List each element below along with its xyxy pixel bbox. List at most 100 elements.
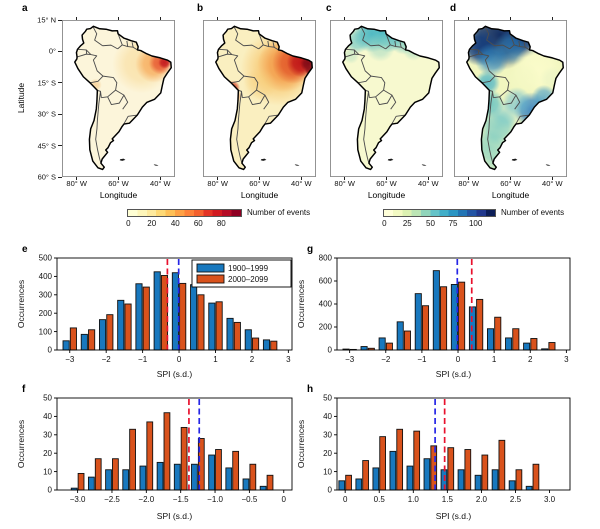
bar-1900-1999	[98, 319, 107, 351]
bar-1900-1999	[135, 283, 143, 351]
xlabel: SPI (s.d.)	[157, 511, 193, 521]
chart-element: 300	[39, 291, 53, 300]
bar-2000-2099	[481, 454, 489, 491]
chart-element: −1.5	[173, 495, 189, 504]
bar-2000-2099	[180, 426, 188, 491]
bar-2000-2099	[413, 430, 421, 491]
chart-element: 30	[323, 431, 332, 440]
map-axis-tick	[427, 177, 429, 180]
colorbar-blue: Number of events 0 25 50 75 100	[382, 208, 564, 228]
lon-tick-label: 40° W	[291, 179, 312, 188]
bar-2000-2099	[548, 342, 556, 351]
bar-2000-2099	[142, 286, 150, 351]
bar-1900-1999	[474, 474, 482, 491]
bar-1900-1999	[360, 346, 368, 351]
bar-1900-1999	[191, 463, 198, 491]
panel-letter-d: d	[450, 3, 457, 14]
chart-element: 0	[48, 346, 53, 355]
lat-tick-labels: 15° N 0° 15° S 30° S 45° S 60° S	[28, 16, 58, 182]
lon-tick-label: 60° W	[500, 179, 521, 188]
bar-1900-1999	[355, 478, 363, 491]
bar-2000-2099	[252, 337, 260, 351]
map-axis-tick	[510, 17, 511, 20]
bar-1900-1999	[396, 321, 404, 351]
chart-element: 200	[39, 309, 53, 318]
lon-tick-label: 60° W	[249, 179, 270, 188]
chart-element: −3	[65, 355, 75, 364]
maps-xlabel-c: Longitude	[367, 190, 406, 200]
bar-1900-1999	[262, 339, 271, 351]
map-axis-tick	[58, 113, 62, 115]
map-axis-tick	[58, 176, 62, 178]
chart-element: 0	[343, 495, 348, 504]
bar-1900-1999	[414, 293, 422, 351]
histogram-panel-h: 0 10 20 30 40 50 0 0.5 1.0 1.5 2.0 2.5 3.0 SPI (s.d.)…	[290, 390, 580, 522]
bar-1900-1999	[122, 469, 130, 491]
bar-2000-2099	[88, 329, 96, 351]
map-axis-tick	[259, 177, 260, 180]
bar-2000-2099	[458, 281, 466, 351]
chart-element: 20	[43, 449, 52, 458]
map-axis-tick	[468, 177, 470, 180]
ylabel: Occurrences	[16, 280, 26, 328]
bar-2000-2099	[532, 463, 540, 491]
lat-tick-label: 60° S	[37, 172, 56, 182]
lat-tick-label: 0°	[48, 46, 56, 56]
chart-element: 20	[323, 449, 332, 458]
legend-swatch	[196, 274, 225, 284]
bar-1900-1999	[244, 329, 252, 351]
bar-2000-2099	[494, 316, 502, 351]
maps-xlabel-a: Longitude	[99, 190, 138, 200]
lon-tick-label: 80° W	[334, 179, 355, 188]
bar-2000-2099	[197, 438, 205, 491]
bar-1900-1999	[338, 480, 346, 491]
chart-element: 200	[319, 323, 333, 332]
bar-1900-1999	[423, 458, 431, 491]
bar-1900-1999	[208, 454, 215, 491]
maps-ylabel: Latitude	[16, 82, 26, 114]
chart-element	[336, 397, 571, 491]
bar-1900-1999	[523, 342, 531, 351]
chart-element: 0	[177, 355, 182, 364]
map-axis-tick	[300, 177, 302, 180]
bar-2000-2099	[345, 474, 352, 491]
bar-1900-1999	[487, 328, 495, 351]
map-axis-tick	[118, 17, 119, 20]
bar-1900-1999	[156, 461, 164, 491]
map-axis-tick	[217, 17, 219, 20]
chart-element: 40	[43, 412, 52, 421]
chart-element	[56, 397, 293, 491]
map-axis-tick	[300, 17, 302, 20]
map-axis-tick	[58, 50, 62, 52]
bar-1900-1999	[87, 476, 95, 491]
map-axis-tick	[386, 177, 387, 180]
colorbar-red-label: Number of events	[247, 208, 311, 217]
chart-element: 2	[250, 355, 255, 364]
chart-element: 3.0	[544, 495, 556, 504]
bar-2000-2099	[232, 450, 240, 491]
map-axis-tick	[386, 17, 387, 20]
bar-1900-1999	[505, 337, 513, 351]
chart-element: 400	[319, 300, 333, 309]
bar-1900-1999	[432, 270, 440, 351]
bar-1900-1999	[242, 478, 250, 491]
bar-1900-1999	[457, 469, 465, 491]
bar-2000-2099	[270, 340, 278, 351]
xlabel: SPI (s.d.)	[157, 369, 193, 379]
map-axis-tick	[551, 17, 553, 20]
chart-element: −2	[102, 355, 112, 364]
lon-tick-label: 40° W	[418, 179, 439, 188]
chart-element: −2.5	[104, 495, 120, 504]
colorbar-red-ticks: 0 20 40 60 80	[126, 219, 242, 229]
chart-element: −2.0	[138, 495, 154, 504]
lat-tick-label: 30° S	[37, 109, 56, 119]
bar-2000-2099	[124, 303, 132, 351]
colorbar-blue-gradient	[383, 209, 496, 217]
map-axis-tick	[76, 177, 78, 180]
chart-element: −2	[381, 355, 391, 364]
lat-tick-label: 15° N	[37, 15, 56, 25]
legend-swatch	[196, 263, 225, 273]
bar-1900-1999	[389, 450, 397, 491]
panel-letter-h: h	[307, 384, 314, 395]
